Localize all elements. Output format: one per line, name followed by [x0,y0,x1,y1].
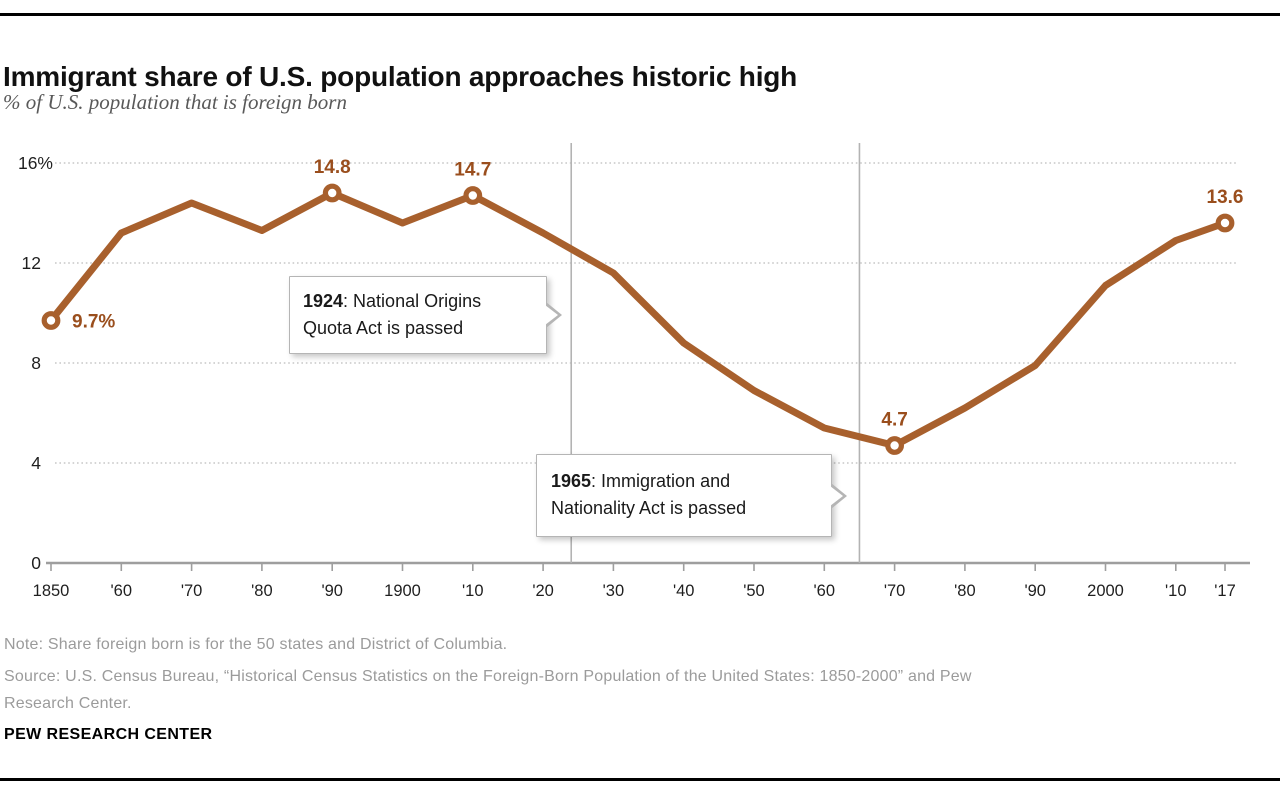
data-point-marker-1890 [322,183,342,203]
trend-line [47,189,1229,449]
annotation-callout-1924: 1924: National Origins Quota Act is pass… [289,276,547,354]
chart-note: Note: Share foreign born is for the 50 s… [4,636,508,653]
y-tick-label-4: 4 [31,453,41,473]
y-tick-label-0: 0 [31,553,41,573]
x-tick-label-1950: '50 [743,582,765,600]
data-point-marker-2017 [1215,213,1235,233]
x-tick-label-1910: '10 [462,582,484,600]
data-point-marker-1850 [41,311,61,330]
data-point-label-1850: 9.7% [72,312,115,333]
x-tick-label-1940: '40 [673,582,695,600]
data-point-marker-1910 [463,186,483,205]
y-tick-label-8: 8 [31,353,41,373]
annotation-text-1965: 1965: Immigration and Nationality Act is… [551,468,781,522]
x-tick-label-1920: '20 [532,582,554,600]
x-tick-label-1890: '90 [321,582,343,600]
data-point-label-2017: 13.6 [1207,187,1244,208]
page-title: Immigrant share of U.S. population appro… [3,60,798,92]
bottom-rule [0,778,1280,781]
y-tick-label-12: 12 [22,253,41,273]
chart-subtitle: % of U.S. population that is foreign bor… [3,90,347,114]
x-tick-label-1860: '60 [111,582,133,600]
top-rule [0,13,1280,16]
x-tick-label-2000: 2000 [1087,582,1124,600]
annotation-text-1924: 1924: National Origins Quota Act is pass… [303,288,517,342]
x-tick-label-1980: '80 [954,582,976,600]
line-chart: 16% 12 8 4 0 1850 '60 '70 '80 '90 1900 '10 '20 '30 '40… [18,143,1250,600]
annotation-body-1924: : National Origins Quota Act is passed [303,291,482,338]
x-tick-label-1850: 1850 [33,582,70,600]
y-tick-label-16: 16% [18,153,53,173]
annotation-body-1965: : Immigration and Nationality Act is pas… [551,471,747,518]
data-point-label-1910: 14.7 [454,160,491,181]
chart-source: Source: U.S. Census Bureau, “Historical … [4,668,972,712]
data-point-label-1890: 14.8 [314,157,351,178]
annotation-year-1924: 1924 [303,291,344,311]
x-tick-label-2010: '10 [1165,582,1187,600]
data-point-marker-1970 [885,436,904,455]
x-tick-label-1930: '30 [603,582,625,600]
x-tick-label-1880: '80 [251,582,273,600]
x-tick-label-1960: '60 [814,582,836,600]
pew-research-center-brand: PEW RESEARCH CENTER [4,726,213,743]
annotation-callout-1965: 1965: Immigration and Nationality Act is… [536,454,832,537]
x-tick-label-1900: 1900 [384,582,421,600]
x-tick-label-2017: '17 [1214,582,1236,600]
annotation-year-1965: 1965 [551,471,592,491]
x-tick-label-1990: '90 [1024,582,1046,600]
x-tick-label-1970: '70 [884,582,906,600]
x-tick-label-1870: '70 [181,582,203,600]
data-point-label-1970: 4.7 [881,410,907,431]
